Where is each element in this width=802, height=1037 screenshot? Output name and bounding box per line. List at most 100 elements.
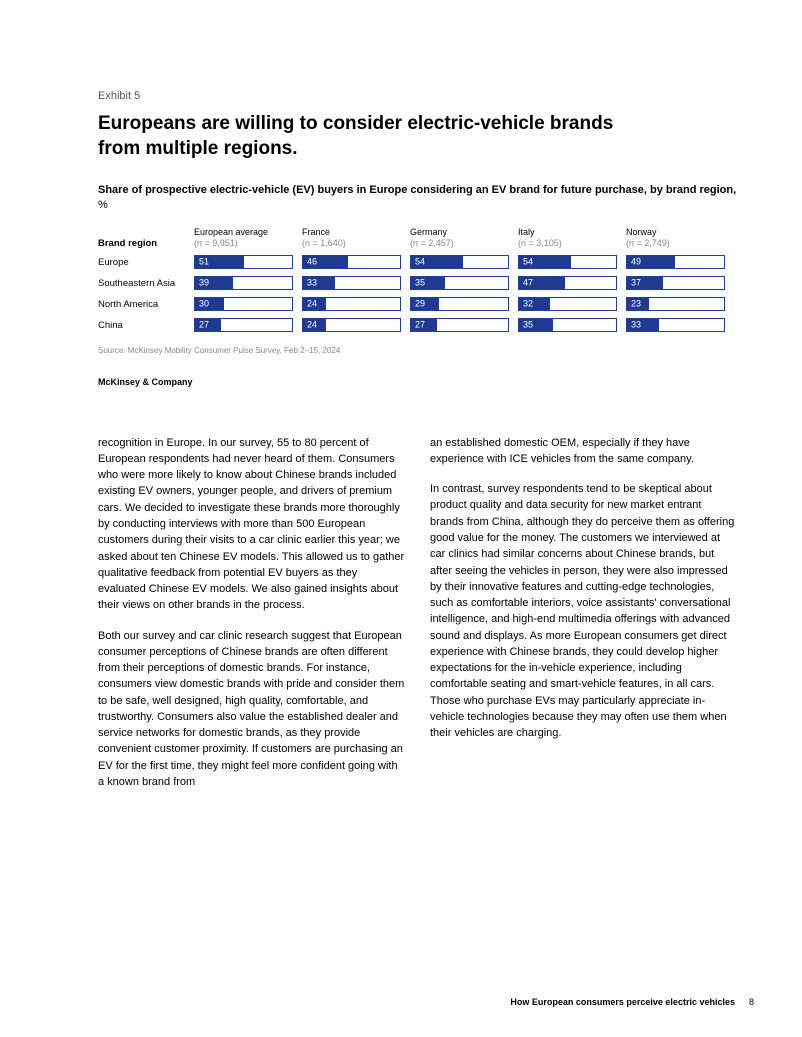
row-label: Southeastern Asia [98,278,194,289]
bar-value: 30 [199,299,209,308]
row-label: China [98,320,194,331]
bar-track: 35 [518,318,617,332]
bar-cell: 47 [518,276,623,292]
bar-track: 30 [194,297,293,311]
country-n: (n = 3,105) [518,238,623,249]
bar-cell: 33 [302,276,407,292]
bar-track: 29 [410,297,509,311]
bar-fill: 46 [303,256,348,268]
bar-cell: 30 [194,297,299,313]
bar-fill: 33 [303,277,335,289]
bar-track: 27 [194,318,293,332]
country-n: (n = 1,640) [302,238,407,249]
bar-value: 33 [631,320,641,329]
country-n: (n = 2,457) [410,238,515,249]
bar-value: 23 [631,299,641,308]
bar-track: 39 [194,276,293,290]
bar-fill: 33 [627,319,659,331]
country-n: (n = 9,951) [194,238,299,249]
bar-value: 35 [415,278,425,287]
bar-value: 39 [199,278,209,287]
bar-fill: 23 [627,298,649,310]
bar-fill: 39 [195,277,233,289]
bar-value: 27 [415,320,425,329]
bar-track: 33 [302,276,401,290]
country-n: (n = 2,749) [626,238,731,249]
footer-page-number: 8 [749,997,754,1007]
bar-cell: 49 [626,255,731,271]
bar-fill: 24 [303,319,326,331]
bar-fill: 35 [411,277,445,289]
country-header: Norway(n = 2,749) [626,227,731,249]
bar-fill: 24 [303,298,326,310]
chart-row: Southeastern Asia 39 33 35 47 37 [98,276,738,292]
country-header: France(n = 1,640) [302,227,407,249]
body-paragraph: In contrast, survey respondents tend to … [430,481,738,741]
bar-track: 32 [518,297,617,311]
bar-track: 49 [626,255,725,269]
bar-track: 54 [410,255,509,269]
bar-fill: 32 [519,298,550,310]
body-paragraph: recognition in Europe. In our survey, 55… [98,435,406,614]
bar-cell: 35 [410,276,515,292]
bar-value: 54 [415,257,425,266]
country-name: Italy [518,227,623,238]
bar-cell: 27 [194,318,299,334]
bar-cell: 23 [626,297,731,313]
footer-title: How European consumers perceive electric… [510,997,735,1007]
bar-track: 35 [410,276,509,290]
body-right-column: an established domestic OEM, especially … [430,435,738,805]
bar-fill: 30 [195,298,224,310]
bar-value: 54 [523,257,533,266]
row-label: North America [98,299,194,310]
body-left-column: recognition in Europe. In our survey, 55… [98,435,406,805]
page-footer: How European consumers perceive electric… [510,997,754,1007]
bar-track: 24 [302,297,401,311]
bar-cell: 33 [626,318,731,334]
subhead-text: Share of prospective electric-vehicle (E… [98,184,736,196]
bar-cell: 24 [302,318,407,334]
bar-value: 37 [631,278,641,287]
chart-row: North America 30 24 29 32 23 [98,297,738,313]
body-paragraph: an established domestic OEM, especially … [430,435,738,468]
bar-track: 23 [626,297,725,311]
body-columns: recognition in Europe. In our survey, 55… [98,435,738,805]
bar-fill: 49 [627,256,675,268]
source-note: Source: McKinsey Mobility Consumer Pulse… [98,346,742,355]
country-header: Italy(n = 3,105) [518,227,623,249]
bar-cell: 27 [410,318,515,334]
bar-cell: 51 [194,255,299,271]
country-name: European average [194,227,299,238]
bar-track: 54 [518,255,617,269]
chart-row: China 27 24 27 35 33 [98,318,738,334]
headline: Europeans are willing to consider electr… [98,112,658,161]
bar-cell: 54 [518,255,623,271]
bar-value: 33 [307,278,317,287]
bar-track: 47 [518,276,617,290]
bar-fill: 29 [411,298,439,310]
bar-value: 46 [307,257,317,266]
bar-cell: 39 [194,276,299,292]
brand-region-heading: Brand region [98,238,194,249]
bar-cell: 54 [410,255,515,271]
bar-value: 49 [631,257,641,266]
bar-fill: 37 [627,277,663,289]
bar-cell: 35 [518,318,623,334]
mckinsey-attribution: McKinsey & Company [98,377,742,387]
body-paragraph: Both our survey and car clinic research … [98,628,406,791]
bar-cell: 32 [518,297,623,313]
bar-fill: 35 [519,319,553,331]
bar-value: 24 [307,299,317,308]
chart-container: Brand region European average(n = 9,951)… [98,227,738,334]
chart-header-row: Brand region European average(n = 9,951)… [98,227,738,249]
bar-value: 29 [415,299,425,308]
bar-fill: 27 [411,319,437,331]
country-name: Norway [626,227,731,238]
bar-fill: 27 [195,319,221,331]
bar-fill: 51 [195,256,244,268]
bar-value: 32 [523,299,533,308]
subhead-pct: % [98,199,108,211]
bar-value: 27 [199,320,209,329]
bar-cell: 46 [302,255,407,271]
bar-cell: 24 [302,297,407,313]
